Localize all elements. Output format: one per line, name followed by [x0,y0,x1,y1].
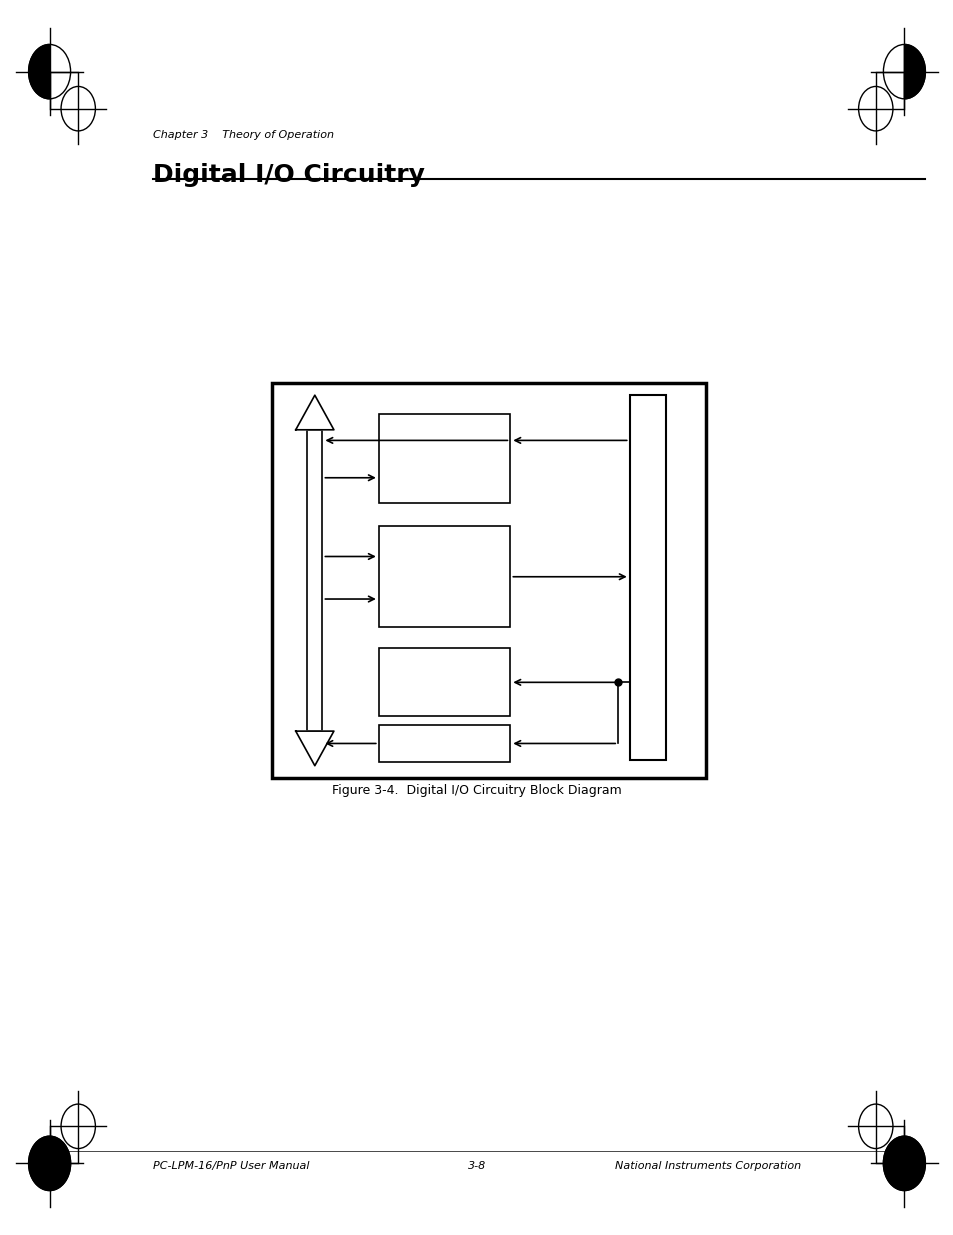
Polygon shape [903,44,924,99]
Text: Figure 3-4.  Digital I/O Circuitry Block Diagram: Figure 3-4. Digital I/O Circuitry Block … [332,784,621,798]
Text: PC-LPM-16/PnP User Manual: PC-LPM-16/PnP User Manual [152,1161,309,1171]
Polygon shape [29,1136,71,1191]
Polygon shape [29,44,50,99]
Bar [272,383,705,778]
Polygon shape [882,1136,924,1191]
Text: Chapter 3    Theory of Operation: Chapter 3 Theory of Operation [152,130,334,140]
Bar [307,430,322,731]
Bar [378,648,510,716]
Bar [378,725,510,762]
Polygon shape [295,395,334,430]
Bar [378,526,510,627]
Bar [378,414,510,503]
Text: National Instruments Corporation: National Instruments Corporation [615,1161,801,1171]
Polygon shape [295,731,334,766]
Text: Digital I/O Circuitry: Digital I/O Circuitry [152,163,424,186]
Bar [629,395,665,760]
Text: 3-8: 3-8 [467,1161,486,1171]
